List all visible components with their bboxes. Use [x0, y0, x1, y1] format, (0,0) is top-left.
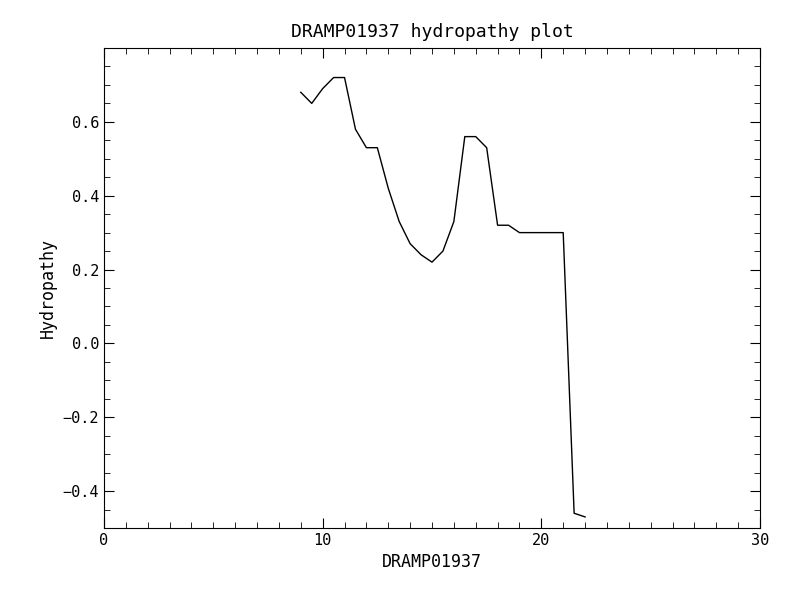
Y-axis label: Hydropathy: Hydropathy — [39, 238, 57, 338]
Title: DRAMP01937 hydropathy plot: DRAMP01937 hydropathy plot — [290, 23, 574, 41]
X-axis label: DRAMP01937: DRAMP01937 — [382, 553, 482, 571]
